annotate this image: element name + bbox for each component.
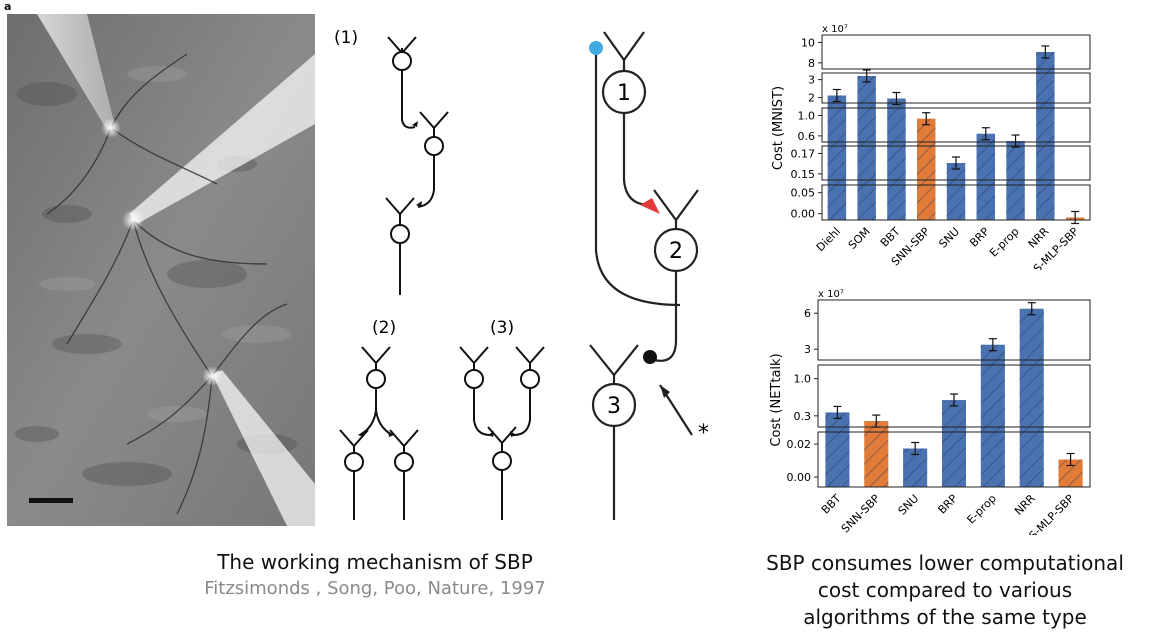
y-tick-label: 2 [808,92,815,105]
y-tick-label: 0.05 [791,187,816,200]
y-tick-label: 3 [808,74,815,87]
right-caption-line-2: cost compared to various [817,578,1073,602]
x-tick-label: BBT [819,492,844,517]
y-tick-label: 8 [808,57,815,70]
bar-hatch [946,163,966,220]
right-caption-line-3: algorithms of the same type [803,605,1087,629]
x-tick-label: E-prop [987,225,1022,260]
microscopy-image [7,14,315,526]
axis-segment-border [821,107,1091,143]
bar-hatch [825,412,850,487]
x-tick-label: E-prop [964,492,999,527]
y-tick-label: 1.0 [798,109,816,122]
neuron-number-3: 3 [607,394,621,419]
bar-hatch [976,133,996,220]
x-tick-label: SOM [846,225,873,252]
y-tick-label: 0.17 [791,147,816,160]
bar-hatch [857,76,876,220]
axis-segment-border [821,145,1091,181]
y-tick-label: 0.00 [791,208,816,221]
three-neuron-diagram: 1 2 3 * [589,31,709,520]
axis-segment-border [821,184,1091,221]
axis-segment-border [817,364,1091,428]
bar-hatch [1006,141,1025,220]
x-tick-label: SNU [936,225,962,251]
schematic-label-2: (2) [372,318,396,338]
axis-segment-border [821,34,1091,70]
axis-segment-border [817,431,1091,488]
y-tick-label: 0.6 [798,130,816,143]
y-tick-label: 0.00 [787,471,812,484]
sbp-circuit-schematics: (1) (2) (3) [334,28,545,520]
bar-hatch [827,95,847,220]
right-caption-line-1: SBP consumes lower computational [766,551,1124,575]
axis-segment-border [821,72,1091,104]
axis-segment-frame [817,299,1091,361]
nettalk-cost-chart: x 10⁷ Cost (NETtalk) 6 3 1.0 0.3 0.02 0.00 BB… [769,289,1091,535]
bar-hatch [864,421,889,487]
left-caption-citation: Fitzsimonds , Song, Poo, Nature, 1997 [204,578,546,599]
x-tick-label: BBT [878,225,903,250]
x-tick-label: BRP [967,225,992,250]
mnist-y-axis-label: Cost (MNIST) [771,86,786,170]
y-tick-label: 0.3 [794,410,812,423]
y-tick-label: 6 [804,307,811,320]
y-tick-label: 3 [804,343,811,356]
y-tick-label: 10 [801,36,815,49]
x-tick-label: SNU [896,492,922,518]
y-tick-label: 1.0 [794,373,812,386]
schematic-label-3: (3) [490,318,514,338]
y-tick-label: 0.02 [787,438,812,451]
neuron-number-2: 2 [669,239,683,264]
x-tick-label: SNN-SBP [839,492,883,535]
bar-hatch [916,118,936,220]
nettalk-y-axis-label: Cost (NETtalk) [769,353,784,446]
y-tick-label: 0.15 [791,168,816,181]
bar-hatch [1036,52,1055,220]
bar-hatch [980,344,1005,487]
dendrite-dot [589,41,603,55]
neuron-number-1: 1 [617,81,631,106]
schematic-label-1: (1) [334,28,358,48]
nettalk-multiplier-label: x 10⁷ [818,289,844,300]
x-tick-label: NRR [1012,492,1038,518]
x-tick-label: Diehl [814,225,843,254]
bar-hatch [1019,308,1044,487]
asterisk-label: * [698,421,709,446]
x-tick-label: NRR [1026,225,1052,251]
left-caption-title: The working mechanism of SBP [217,550,533,574]
bar-hatch [941,400,967,487]
mnist-cost-chart: x 10⁷ Cost (MNIST) 10 8 3 2 1.0 0.6 0.17 0.15 0.… [771,24,1091,270]
synapse-marker [640,198,660,214]
axis-segment-border [817,299,1091,361]
mnist-multiplier-label: x 10⁷ [822,24,848,35]
right-caption: SBP consumes lower computational cost co… [715,550,1175,631]
x-tick-label: BRP [935,492,960,517]
bar-hatch [887,98,906,220]
panel-label: a [4,0,12,13]
